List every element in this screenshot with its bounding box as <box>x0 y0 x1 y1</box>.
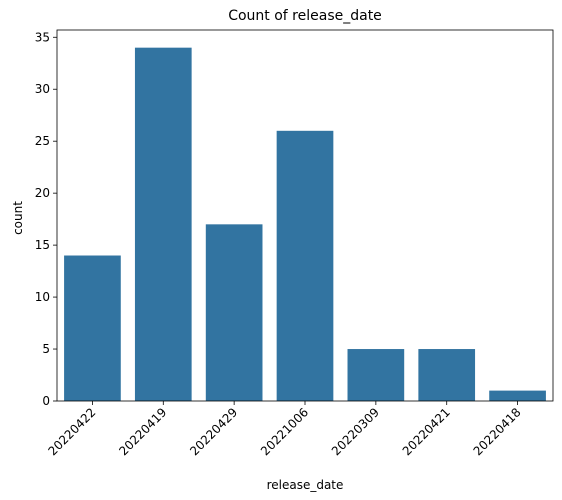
plot-frame <box>56 29 554 402</box>
y-tick-label: 5 <box>42 342 50 356</box>
x-tick-label: 20221006 <box>258 405 311 458</box>
bar-20220429 <box>205 224 263 401</box>
x-axis-title: release_date <box>267 478 344 492</box>
bar-20220418 <box>489 390 546 401</box>
y-tick-label: 25 <box>35 134 50 148</box>
x-tick-label: 20220309 <box>329 405 382 458</box>
y-axis: 0 5 10 15 20 25 30 35 <box>35 30 57 408</box>
x-tick-label: 20220418 <box>471 405 524 458</box>
bar-20220422 <box>64 255 121 401</box>
x-axis: 20220422 20220419 20220429 20221006 20220309… <box>45 401 524 458</box>
x-tick-label: 20220429 <box>187 405 240 458</box>
bar-20220421 <box>418 349 476 401</box>
chart-title: Count of release_date <box>228 8 382 24</box>
y-tick-label: 20 <box>35 186 50 200</box>
y-tick-label: 15 <box>35 238 50 252</box>
bar-20221006 <box>276 130 334 401</box>
x-tick-label: 20220419 <box>116 405 169 458</box>
y-axis-title: count <box>11 201 25 235</box>
y-tick-label: 35 <box>35 30 50 44</box>
y-tick-label: 30 <box>35 82 50 96</box>
bar-20220309 <box>347 349 405 401</box>
bar-20220419 <box>134 47 192 402</box>
x-tick-label: 20220421 <box>400 405 453 458</box>
y-tick-label: 10 <box>35 290 50 304</box>
bars-group <box>64 47 546 402</box>
y-tick-label: 0 <box>42 394 50 408</box>
x-tick-label: 20220422 <box>45 405 98 458</box>
